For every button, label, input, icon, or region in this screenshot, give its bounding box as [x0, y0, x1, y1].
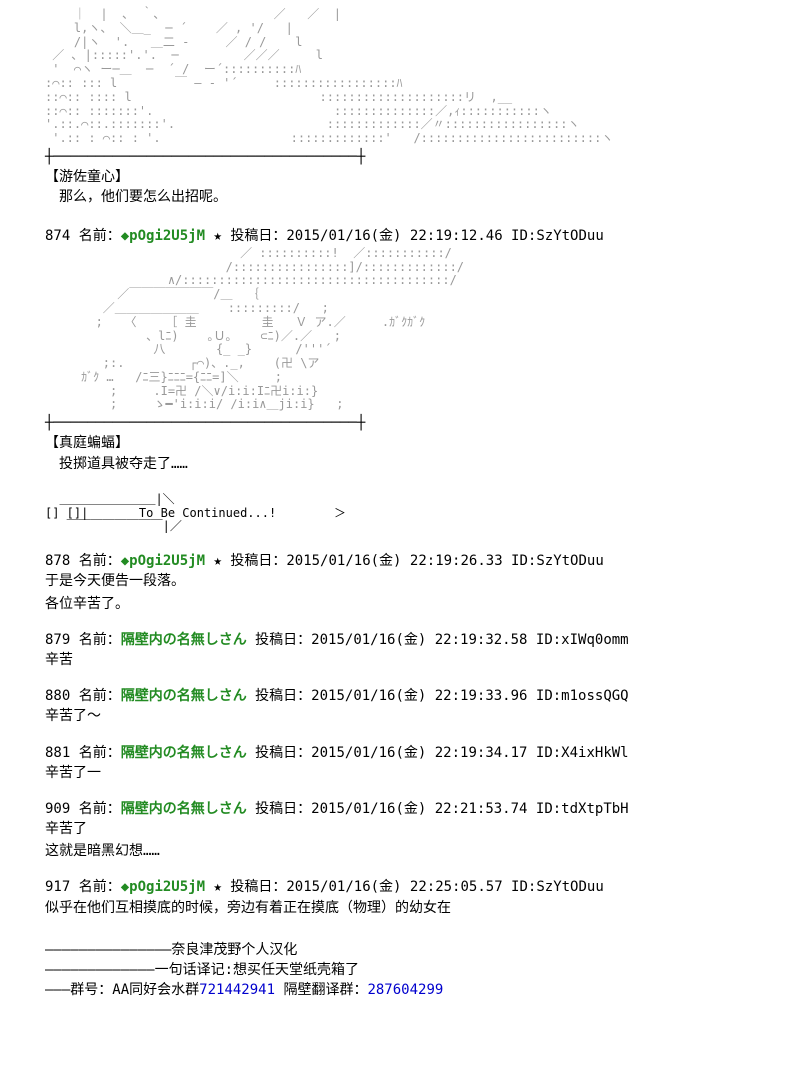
poster-name: 隔壁内の名無しさん — [121, 801, 247, 817]
group-number-2[interactable]: 287604299 — [367, 982, 443, 998]
footer-text: ―――群号：AA同好会水群 — [45, 982, 199, 998]
post-body: 辛苦了 — [45, 820, 761, 838]
post-date: 2015/01/16(金) 22:19:33.96 ID:m1ossQGQ — [311, 688, 628, 704]
to-be-continued: ＿＿＿＿＿＿＿＿|＼ [] []| To Be Continued...! ＞ … — [45, 493, 761, 534]
date-prefix: 投稿日： — [230, 228, 286, 244]
post-num[interactable]: 879 — [45, 632, 70, 648]
poster-name: 隔壁内の名無しさん — [121, 632, 247, 648]
post-body: 这就是暗黑幻想…… — [45, 842, 761, 860]
footer-credit-3: ―――群号：AA同好会水群721442941 隔壁翻译群：287604299 — [45, 981, 761, 999]
post-num[interactable]: 881 — [45, 745, 70, 761]
date-prefix: 投稿日： — [230, 879, 286, 895]
name-prefix: 名前： — [79, 228, 121, 244]
post-header-879: 879 名前：隔壁内の名無しさん 投稿日：2015/01/16(金) 22:19… — [45, 631, 761, 649]
post-body: 辛苦了～ — [45, 707, 761, 725]
post-date: 2015/01/16(金) 22:19:12.46 ID:SzYtODuu — [286, 228, 603, 244]
poster-star: ★ — [213, 553, 221, 569]
name-prefix: 名前： — [79, 688, 121, 704]
dialogue-1: 那么，他们要怎么出招呢。 — [45, 188, 761, 206]
date-prefix: 投稿日： — [255, 745, 311, 761]
post-num[interactable]: 917 — [45, 879, 70, 895]
footer-credit-1: ―――――――――――――――奈良津茂野个人汉化 — [45, 941, 761, 959]
poster-name: ◆pOgi2U5jM — [121, 879, 205, 895]
footer-text: 隔壁翻译群： — [275, 982, 367, 998]
poster-star: ★ — [213, 228, 221, 244]
post-num[interactable]: 880 — [45, 688, 70, 704]
poster-star: ★ — [213, 879, 221, 895]
footer-credit-2: ―――――――――――――一句话译记:想买任天堂纸壳箱了 — [45, 961, 761, 979]
name-prefix: 名前： — [79, 801, 121, 817]
post-header-909: 909 名前：隔壁内の名無しさん 投稿日：2015/01/16(金) 22:21… — [45, 800, 761, 818]
name-prefix: 名前： — [79, 879, 121, 895]
post-num[interactable]: 909 — [45, 801, 70, 817]
date-prefix: 投稿日： — [255, 801, 311, 817]
date-prefix: 投稿日： — [255, 688, 311, 704]
post-date: 2015/01/16(金) 22:19:26.33 ID:SzYtODuu — [286, 553, 603, 569]
ascii-art-1: ｜ | 、 ｀、 ／ ／ | l,ヽ、 ＼＿_ ─ ´ ／ , '/ | /|ヽ… — [45, 8, 761, 146]
character-name-2: 【真庭蝙蝠】 — [45, 434, 761, 452]
post-body: 辛苦 — [45, 651, 761, 669]
poster-name: ◆pOgi2U5jM — [121, 553, 205, 569]
date-prefix: 投稿日： — [255, 632, 311, 648]
post-num[interactable]: 874 — [45, 228, 70, 244]
post-body: 似乎在他们互相摸底的时候，旁边有着正在摸底（物理）的幼女在 — [45, 899, 761, 917]
group-number-1[interactable]: 721442941 — [199, 982, 275, 998]
post-header-878: 878 名前：◆pOgi2U5jM ★ 投稿日：2015/01/16(金) 22… — [45, 552, 761, 570]
post-body: 于是今天便告一段落。 — [45, 572, 761, 590]
date-prefix: 投稿日： — [230, 553, 286, 569]
post-header-917: 917 名前：◆pOgi2U5jM ★ 投稿日：2015/01/16(金) 22… — [45, 878, 761, 896]
post-date: 2015/01/16(金) 22:21:53.74 ID:tdXtpTbH — [311, 801, 628, 817]
post-num[interactable]: 878 — [45, 553, 70, 569]
separator-1: ┼────────────────────────────────────┼ — [45, 148, 761, 166]
post-body: 辛苦了一 — [45, 764, 761, 782]
ascii-art-2: ／ ::::::::::! ／:::::::::::/ /:::::::::::… — [45, 247, 761, 413]
name-prefix: 名前： — [79, 632, 121, 648]
name-prefix: 名前： — [79, 745, 121, 761]
separator-2: ┼────────────────────────────────────┼ — [45, 414, 761, 432]
post-date: 2015/01/16(金) 22:19:34.17 ID:X4ixHkWl — [311, 745, 628, 761]
post-body: 各位辛苦了。 — [45, 595, 761, 613]
poster-name: ◆pOgi2U5jM — [121, 228, 205, 244]
post-date: 2015/01/16(金) 22:25:05.57 ID:SzYtODuu — [286, 879, 603, 895]
name-prefix: 名前： — [79, 553, 121, 569]
post-header-874: 874 名前：◆pOgi2U5jM ★ 投稿日：2015/01/16(金) 22… — [45, 227, 761, 245]
post-header-881: 881 名前：隔壁内の名無しさん 投稿日：2015/01/16(金) 22:19… — [45, 744, 761, 762]
dialogue-2: 投掷道具被夺走了…… — [45, 455, 761, 473]
post-header-880: 880 名前：隔壁内の名無しさん 投稿日：2015/01/16(金) 22:19… — [45, 687, 761, 705]
post-date: 2015/01/16(金) 22:19:32.58 ID:xIWq0omm — [311, 632, 628, 648]
poster-name: 隔壁内の名無しさん — [121, 688, 247, 704]
character-name-1: 【游佐童心】 — [45, 168, 761, 186]
poster-name: 隔壁内の名無しさん — [121, 745, 247, 761]
